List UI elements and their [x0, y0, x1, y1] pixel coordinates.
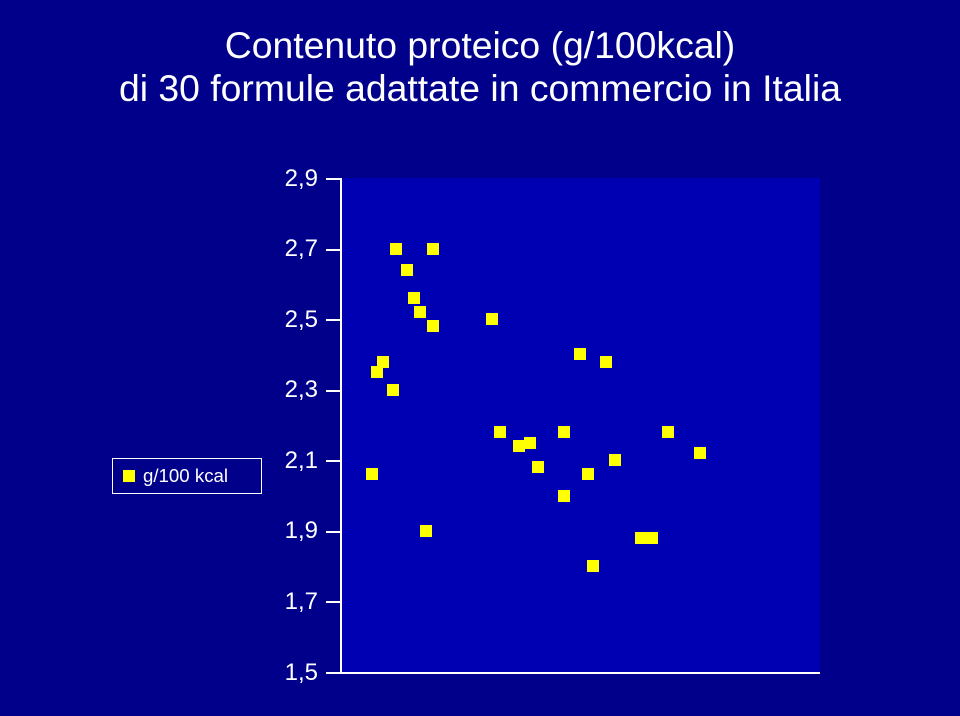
- data-point: [694, 447, 706, 459]
- plot-background: [340, 178, 820, 672]
- data-point: [414, 306, 426, 318]
- y-axis: [340, 178, 342, 672]
- data-point: [427, 243, 439, 255]
- x-axis: [340, 672, 820, 674]
- data-point: [582, 468, 594, 480]
- data-point: [558, 490, 570, 502]
- y-tick-label: 1,7: [258, 588, 318, 616]
- data-point: [371, 366, 383, 378]
- legend: g/100 kcal: [112, 458, 262, 494]
- data-point: [558, 426, 570, 438]
- data-point: [486, 313, 498, 325]
- chart-title: Contenuto proteico (g/100kcal) di 30 for…: [0, 24, 960, 110]
- y-tick-label: 1,5: [258, 659, 318, 687]
- data-point: [408, 292, 420, 304]
- data-point: [420, 525, 432, 537]
- y-tick: [326, 531, 340, 533]
- y-tick-label: 2,3: [258, 376, 318, 404]
- slide: Contenuto proteico (g/100kcal) di 30 for…: [0, 0, 960, 716]
- data-point: [532, 461, 544, 473]
- y-tick: [326, 601, 340, 603]
- data-point: [387, 384, 399, 396]
- data-point: [662, 426, 674, 438]
- data-point: [609, 454, 621, 466]
- y-tick: [326, 178, 340, 180]
- y-tick-label: 2,9: [258, 165, 318, 193]
- y-tick-label: 1,9: [258, 517, 318, 545]
- data-point: [635, 532, 647, 544]
- title-line-1: Contenuto proteico (g/100kcal): [225, 24, 735, 66]
- data-point: [600, 356, 612, 368]
- y-tick-label: 2,7: [258, 235, 318, 263]
- data-point: [390, 243, 402, 255]
- y-tick: [326, 249, 340, 251]
- data-point: [427, 320, 439, 332]
- y-tick: [326, 460, 340, 462]
- y-tick-label: 2,1: [258, 447, 318, 475]
- title-line-2: di 30 formule adattate in commercio in I…: [119, 67, 841, 109]
- data-point: [587, 560, 599, 572]
- data-point: [646, 532, 658, 544]
- data-point: [524, 437, 536, 449]
- y-tick: [326, 390, 340, 392]
- legend-marker-icon: [123, 470, 135, 482]
- data-point: [366, 468, 378, 480]
- y-tick-label: 2,5: [258, 306, 318, 334]
- data-point: [513, 440, 525, 452]
- y-tick: [326, 672, 340, 674]
- data-point: [574, 348, 586, 360]
- data-point: [494, 426, 506, 438]
- legend-label: g/100 kcal: [143, 465, 228, 487]
- data-point: [401, 264, 413, 276]
- scatter-chart: 1,51,71,92,12,32,52,72,9: [340, 178, 820, 672]
- y-tick: [326, 319, 340, 321]
